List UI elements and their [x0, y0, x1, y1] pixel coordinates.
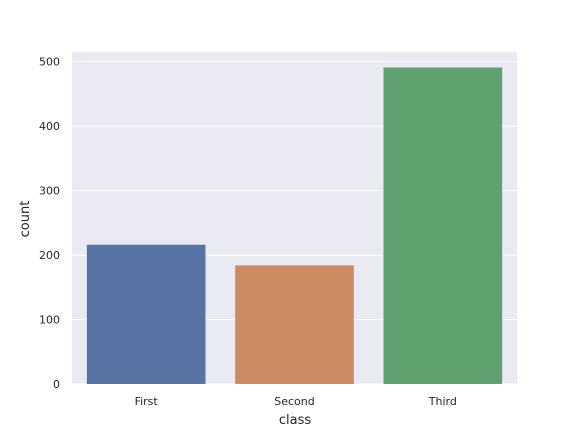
- x-tick-labels: First Second Third: [135, 395, 457, 408]
- x-tick-label: First: [135, 395, 159, 408]
- x-tick-label: Second: [274, 395, 314, 408]
- y-tick-label: 500: [39, 56, 60, 69]
- y-tick-label: 300: [39, 185, 60, 198]
- y-tick-label: 400: [39, 120, 60, 133]
- bars: [86, 67, 503, 384]
- y-tick-labels: 0 100 200 300 400 500: [39, 56, 60, 391]
- bar-first: [86, 244, 206, 384]
- y-tick-label: 100: [39, 314, 60, 327]
- y-tick-label: 200: [39, 249, 60, 262]
- bar-second: [235, 265, 354, 384]
- y-tick-label: 0: [53, 378, 60, 391]
- x-tick-label: Third: [428, 395, 457, 408]
- bar-third: [383, 67, 503, 384]
- y-axis-label: count: [18, 201, 33, 238]
- x-axis-label: class: [279, 413, 311, 428]
